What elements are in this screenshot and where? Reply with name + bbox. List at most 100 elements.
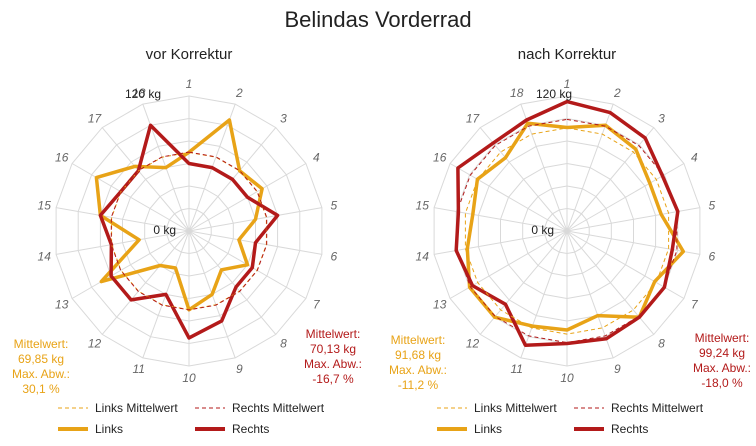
- grid-spoke: [56, 230, 190, 255]
- stats-links-line-2: 91,68 kg: [395, 348, 441, 362]
- legend-label-rechts: Rechts: [611, 422, 648, 436]
- spoke-label-7: 7: [691, 298, 699, 312]
- grid-spoke: [71, 230, 190, 299]
- spoke-label-10: 10: [182, 371, 196, 385]
- stats-rechts-line-4: -16,7 %: [312, 372, 354, 386]
- series-rechts-mittelwert: [456, 118, 678, 344]
- stats-links-before: Mittelwert: 69,85 kg Max. Abw.: 30,1 %: [12, 337, 70, 396]
- legend-right: Links Mittelwert Rechts Mittelwert Links…: [437, 401, 704, 436]
- stats-links-line-3: Max. Abw.:: [12, 367, 70, 381]
- stats-rechts-line-2: 99,24 kg: [699, 346, 745, 360]
- stats-rechts-line-2: 70,13 kg: [310, 342, 356, 356]
- stats-links-line-4: -11,2 %: [398, 378, 439, 392]
- stats-rechts-line-3: Max. Abw.:: [304, 357, 362, 371]
- spoke-label-17: 17: [88, 111, 103, 125]
- legend-label-links: Links: [95, 422, 123, 436]
- spoke-label-2: 2: [235, 86, 243, 100]
- spoke-label-1: 1: [186, 77, 193, 91]
- spoke-label-18: 18: [132, 86, 146, 100]
- grid-spoke: [449, 163, 568, 232]
- chart-title: Belindas Vorderrad: [284, 7, 471, 32]
- legend-label-links: Links: [474, 422, 502, 436]
- series-rechts-mittelwert: [110, 151, 268, 311]
- spoke-label-12: 12: [466, 337, 480, 351]
- radar-chart-after: nach Korrektur 1234567891011121314151617…: [389, 46, 751, 392]
- spoke-label-11: 11: [510, 362, 522, 376]
- grid-spoke: [434, 207, 568, 232]
- legend-label-rechts: Rechts: [232, 422, 269, 436]
- stats-rechts-after: Mittelwert: 99,24 kg Max. Abw.: -18,0 %: [693, 331, 751, 390]
- grid-spoke: [188, 230, 277, 335]
- grid-spoke: [520, 230, 568, 359]
- grid-spoke: [56, 207, 190, 232]
- spoke-label-13: 13: [433, 298, 447, 312]
- legend-left: Links Mittelwert Rechts Mittelwert Links…: [58, 401, 325, 436]
- spoke-label-15: 15: [38, 199, 52, 213]
- series-rechts: [454, 99, 680, 347]
- stats-links-line-3: Max. Abw.:: [389, 363, 447, 377]
- spoke-label-16: 16: [433, 151, 447, 165]
- series-links-mittelwert: [464, 127, 670, 335]
- spoke-label-6: 6: [330, 250, 337, 264]
- spoke-label-14: 14: [416, 250, 430, 264]
- grid-spoke: [566, 230, 614, 359]
- stats-rechts-line-3: Max. Abw.:: [693, 361, 751, 375]
- grid-spoke: [566, 163, 685, 232]
- scale-max-label-after: 120 kg: [536, 87, 572, 101]
- stats-rechts-before: Mittelwert: 70,13 kg Max. Abw.: -16,7 %: [304, 327, 362, 386]
- stats-rechts-line-1: Mittelwert:: [306, 327, 361, 341]
- spoke-label-13: 13: [55, 298, 69, 312]
- spoke-label-8: 8: [658, 337, 665, 351]
- grid-spoke: [101, 127, 190, 232]
- legend-label-links-mittelwert: Links Mittelwert: [474, 401, 557, 415]
- grid-spoke: [101, 230, 190, 335]
- series-links: [465, 121, 686, 332]
- spoke-label-7: 7: [313, 298, 321, 312]
- spoke-label-18: 18: [510, 86, 524, 100]
- stats-rechts-line-4: -18,0 %: [701, 376, 743, 390]
- spoke-label-5: 5: [708, 199, 715, 213]
- radar-chart-before: vor Korrektur 12345678910111213141516171…: [12, 46, 362, 396]
- spoke-label-9: 9: [614, 362, 621, 376]
- grid-spoke: [479, 127, 568, 232]
- spoke-label-4: 4: [313, 151, 320, 165]
- stats-links-after: Mittelwert: 91,68 kg Max. Abw.: -11,2 %: [389, 333, 447, 392]
- spoke-label-9: 9: [236, 362, 243, 376]
- spoke-label-10: 10: [560, 371, 574, 385]
- spoke-label-11: 11: [132, 362, 144, 376]
- spoke-label-16: 16: [55, 151, 69, 165]
- spoke-label-14: 14: [38, 250, 52, 264]
- spoke-label-5: 5: [330, 199, 337, 213]
- radar-series-before: [94, 118, 280, 340]
- subtitle-after: nach Korrektur: [518, 46, 616, 63]
- spoke-label-1: 1: [564, 77, 571, 91]
- grid-spoke: [566, 127, 655, 232]
- grid-spoke: [71, 163, 190, 232]
- spoke-label-4: 4: [691, 151, 698, 165]
- stats-links-line-1: Mittelwert:: [14, 337, 69, 351]
- radar-grid-before: [55, 95, 323, 367]
- spoke-label-6: 6: [708, 250, 715, 264]
- subtitle-before: vor Korrektur: [146, 46, 233, 63]
- stats-rechts-line-1: Mittelwert:: [695, 331, 750, 345]
- radar-grid-after: [433, 95, 701, 367]
- scale-min-label-after: 0 kg: [531, 223, 554, 237]
- spoke-label-8: 8: [280, 337, 287, 351]
- spoke-label-17: 17: [466, 111, 481, 125]
- grid-spoke: [566, 230, 700, 255]
- spoke-label-3: 3: [658, 111, 665, 125]
- spoke-label-12: 12: [88, 337, 102, 351]
- scale-min-label-before: 0 kg: [153, 223, 176, 237]
- legend-label-links-mittelwert: Links Mittelwert: [95, 401, 178, 415]
- radar-series-after: [454, 99, 686, 347]
- legend-label-rechts-mittelwert: Rechts Mittelwert: [232, 401, 325, 415]
- series-links: [94, 118, 264, 312]
- stats-links-line-2: 69,85 kg: [18, 352, 64, 366]
- stats-links-line-4: 30,1 %: [22, 382, 60, 396]
- spoke-label-3: 3: [280, 111, 287, 125]
- stats-links-line-1: Mittelwert:: [391, 333, 446, 347]
- spoke-label-2: 2: [613, 86, 621, 100]
